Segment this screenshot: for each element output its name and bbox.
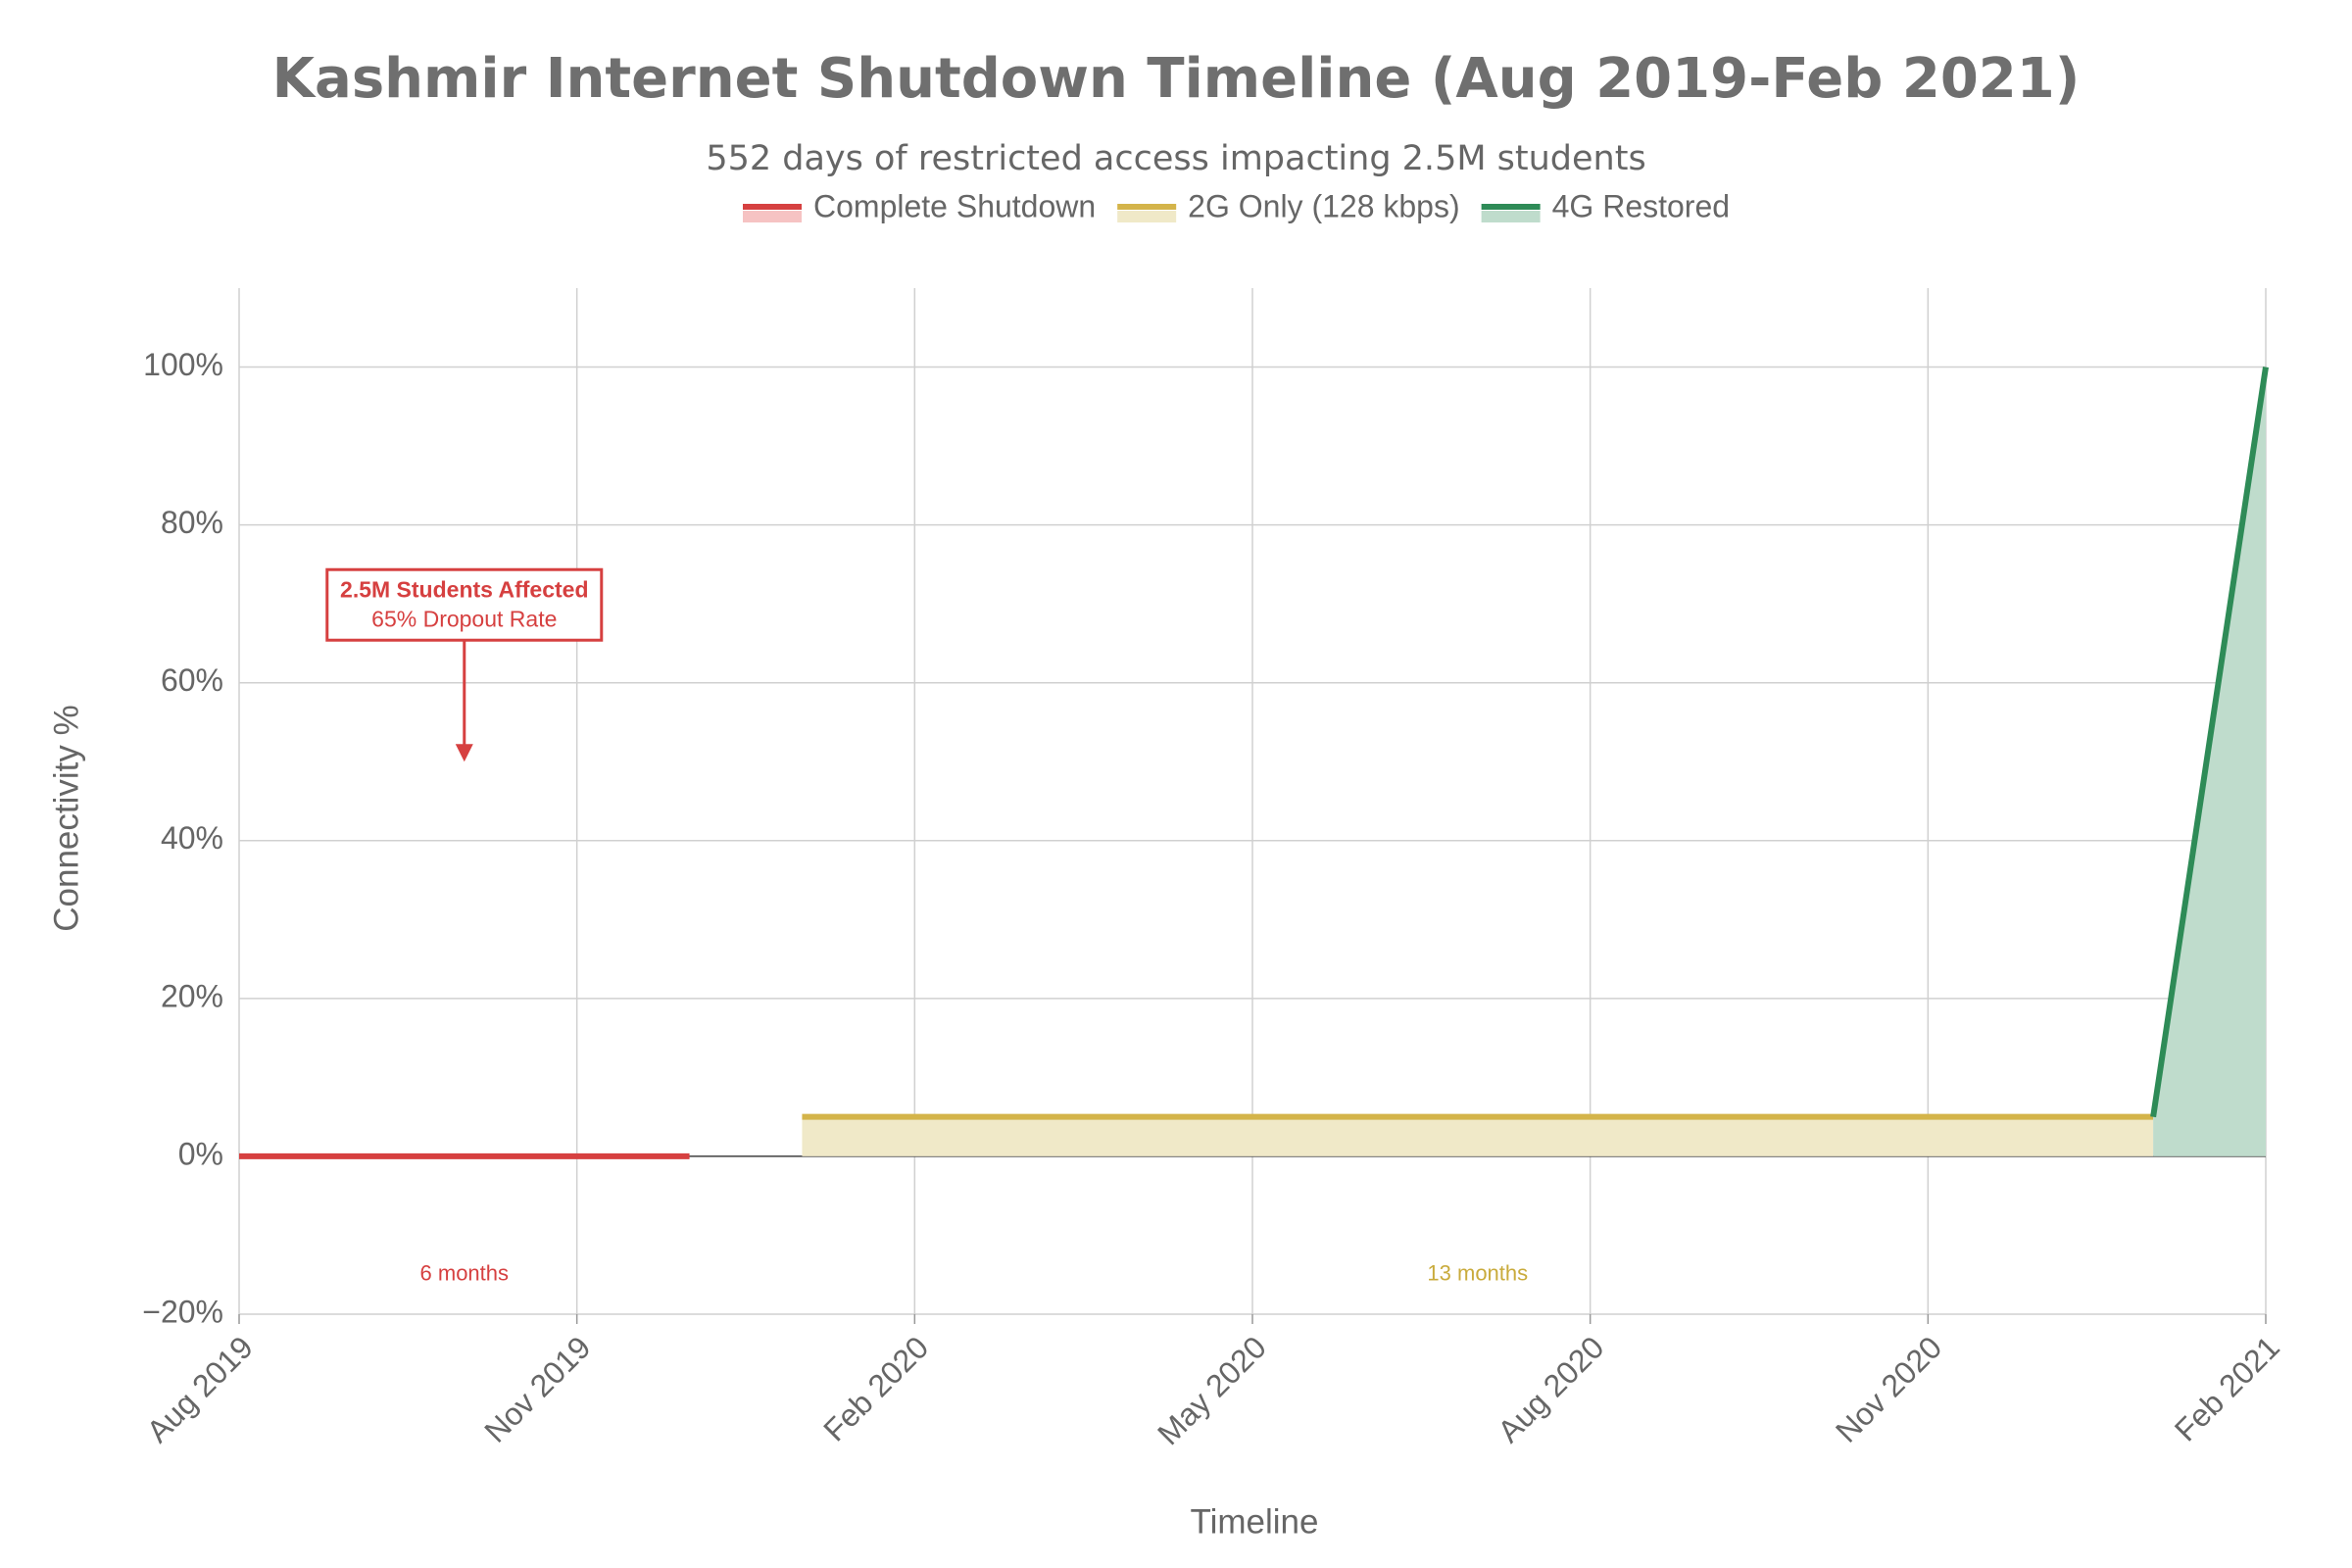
legend-fill-swatch (743, 211, 802, 222)
series-area (802, 1116, 2154, 1156)
y-tick-label: 80% (161, 505, 223, 540)
annotation-label: 6 months (420, 1261, 510, 1286)
x-tick-label: Feb 2020 (816, 1329, 935, 1447)
annotation-label: 13 months (1427, 1261, 1528, 1286)
series-line (2150, 367, 2269, 1118)
legend: Complete Shutdown 2G Only (128 kbps) 4G Re… (743, 188, 1730, 223)
x-tick-label: Aug 2020 (1491, 1329, 1610, 1448)
legend-label: Complete Shutdown (813, 188, 1096, 223)
legend-fill-swatch (1117, 211, 1177, 222)
y-tick-label: 20% (161, 978, 223, 1013)
chart-subtitle: 552 days of restricted access impacting … (706, 139, 1645, 178)
x-tick-label: May 2020 (1151, 1329, 1273, 1451)
annotation-title: 2.5M Students Affected (340, 576, 588, 602)
legend-fill-swatch (1481, 211, 1541, 222)
legend-label: 2G Only (128 kbps) (1188, 188, 1459, 223)
y-tick-label: 100% (143, 347, 223, 382)
y-tick-label: 0% (178, 1136, 223, 1171)
legend-label: 4G Restored (1552, 188, 1730, 223)
y-tick-label: 40% (161, 820, 223, 856)
x-tick-label: Nov 2020 (1829, 1329, 1948, 1448)
x-tick-label: Feb 2021 (2168, 1329, 2286, 1447)
y-tick-label: 60% (161, 662, 223, 698)
annotation-subtext: 65% Dropout Rate (371, 606, 557, 631)
chart-title: Kashmir Internet Shutdown Timeline (Aug … (272, 47, 2081, 111)
y-axis-title: Connectivity % (47, 705, 85, 931)
x-tick-label: Aug 2019 (140, 1329, 260, 1448)
annotation-arrowhead (455, 744, 473, 762)
y-tick-label: −20% (142, 1294, 223, 1329)
x-axis-title: Timeline (1191, 1502, 1319, 1541)
x-tick-label: Nov 2019 (477, 1329, 597, 1448)
